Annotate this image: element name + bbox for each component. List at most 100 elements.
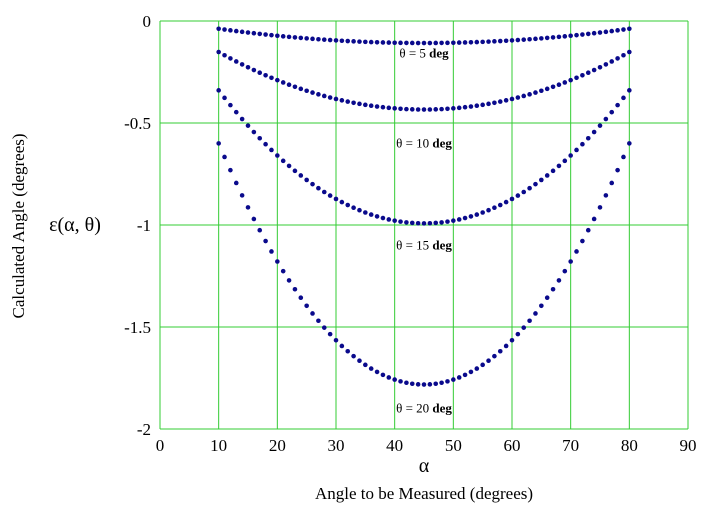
data-point xyxy=(304,88,309,94)
data-point xyxy=(603,29,609,35)
data-point xyxy=(609,59,615,64)
data-point xyxy=(233,28,239,34)
data-point xyxy=(263,73,268,78)
data-point xyxy=(357,39,362,44)
data-point xyxy=(503,98,509,103)
x-tick-label: 0 xyxy=(156,436,165,455)
data-point xyxy=(216,141,221,146)
data-point xyxy=(515,193,521,198)
data-point xyxy=(386,105,392,111)
data-point xyxy=(556,278,562,283)
data-point xyxy=(251,216,257,222)
data-point xyxy=(497,202,503,208)
data-point xyxy=(368,103,374,109)
data-point xyxy=(321,325,327,330)
data-point xyxy=(550,84,556,90)
data-point xyxy=(398,219,403,224)
data-point xyxy=(521,189,527,195)
series-label-unit: deg xyxy=(432,401,452,416)
data-point xyxy=(310,36,315,42)
data-point xyxy=(316,185,321,191)
data-point xyxy=(286,82,292,87)
data-point xyxy=(427,40,433,46)
data-point xyxy=(292,286,298,292)
data-point xyxy=(468,369,474,375)
data-point xyxy=(621,27,626,32)
data-point xyxy=(539,36,544,41)
data-point xyxy=(398,106,403,112)
y-axis-label: Calculated Angle (degrees) xyxy=(9,133,28,318)
data-point xyxy=(339,343,345,349)
data-point xyxy=(451,218,456,223)
data-point xyxy=(427,107,433,112)
data-point xyxy=(298,295,304,301)
data-point xyxy=(321,189,327,195)
data-point xyxy=(245,123,251,128)
data-point xyxy=(433,40,439,46)
data-point xyxy=(316,92,321,97)
data-point xyxy=(585,135,591,141)
data-point xyxy=(509,196,515,202)
data-point xyxy=(363,102,368,108)
data-point xyxy=(233,180,239,186)
data-point xyxy=(351,353,356,359)
data-point xyxy=(474,212,480,217)
data-point xyxy=(585,227,591,233)
data-point xyxy=(409,220,415,226)
data-point xyxy=(386,375,392,380)
data-point xyxy=(486,358,491,364)
data-point xyxy=(456,217,462,222)
data-point xyxy=(568,33,573,39)
data-point xyxy=(615,102,620,108)
data-point xyxy=(427,220,433,226)
data-point xyxy=(539,303,544,309)
data-point xyxy=(603,62,609,67)
data-point xyxy=(439,220,444,225)
data-point xyxy=(603,116,609,122)
data-point xyxy=(480,39,485,45)
data-point xyxy=(269,75,274,81)
data-point xyxy=(269,32,274,38)
data-point xyxy=(275,259,280,264)
data-point xyxy=(591,67,597,73)
data-point xyxy=(433,220,439,226)
data-point xyxy=(597,30,603,35)
data-point xyxy=(580,32,585,37)
data-point xyxy=(292,35,298,40)
data-point xyxy=(445,379,450,384)
data-point xyxy=(492,353,497,359)
x-tick-label: 70 xyxy=(562,436,579,455)
data-point xyxy=(257,31,263,37)
data-point xyxy=(621,95,626,101)
data-point xyxy=(621,154,626,160)
data-point xyxy=(550,35,556,40)
data-point xyxy=(474,39,480,45)
data-point xyxy=(257,227,263,233)
data-point xyxy=(456,40,462,45)
data-point xyxy=(509,337,515,343)
data-point xyxy=(597,123,603,128)
data-point xyxy=(421,382,427,387)
series-label-unit: deg xyxy=(432,237,452,252)
data-point xyxy=(591,129,597,135)
data-point xyxy=(468,104,474,109)
y-tick-label: -1.5 xyxy=(124,318,151,337)
x-axis-label: Angle to be Measured (degrees) xyxy=(315,484,533,503)
data-point xyxy=(321,93,327,99)
data-point xyxy=(603,193,609,198)
data-point xyxy=(562,34,568,39)
data-point xyxy=(568,259,573,264)
data-point xyxy=(556,163,562,169)
data-point xyxy=(509,38,515,43)
data-point xyxy=(445,106,450,112)
data-point xyxy=(228,28,233,33)
data-point xyxy=(474,366,480,371)
data-point xyxy=(222,52,227,58)
data-point xyxy=(304,303,309,309)
data-point xyxy=(474,103,480,109)
data-point xyxy=(627,49,632,55)
y-tick-label: -2 xyxy=(137,420,151,439)
data-point xyxy=(275,77,280,83)
data-point xyxy=(503,199,509,205)
data-point xyxy=(580,73,585,78)
